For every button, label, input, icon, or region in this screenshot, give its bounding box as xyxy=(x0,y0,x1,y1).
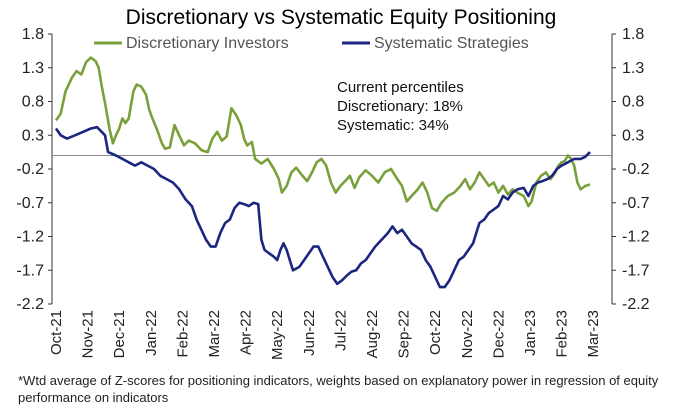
y-tick-label-left: -0.2 xyxy=(16,161,44,178)
series-line-discretionary xyxy=(54,56,591,213)
chart-axes: 1.8 1.8 1.3 1.3 0.8 0.8 0.3 0.3 -0.2 -0.2 -0.7 -0.7… xyxy=(16,26,649,360)
annotation-discretionary: Discretionary: 18% xyxy=(337,98,463,115)
x-tick-label: May-22 xyxy=(269,310,286,360)
chart-annotation: Current percentiles Discretionary: 18% S… xyxy=(337,79,464,134)
x-tick-label: Dec-21 xyxy=(111,310,128,358)
x-tick-label: Nov-21 xyxy=(80,310,97,358)
y-tick-label-right: 1.8 xyxy=(622,26,644,43)
x-tick-label: Jul-22 xyxy=(332,310,349,351)
annotation-systematic: Systematic: 34% xyxy=(337,117,449,134)
x-tick-label: Jan-22 xyxy=(143,310,160,356)
x-tick-label: Mar-22 xyxy=(206,310,223,358)
legend-label: Discretionary Investors xyxy=(126,35,289,52)
x-tick-label: Oct-21 xyxy=(48,310,65,355)
x-tick-label: Jun-22 xyxy=(301,310,318,356)
series-line-systematic xyxy=(54,125,591,289)
y-tick-label-right: 0.3 xyxy=(622,127,644,144)
x-tick-label: Apr-22 xyxy=(238,310,255,355)
y-tick-label-right: 0.8 xyxy=(622,94,644,111)
x-tick-label: Oct-22 xyxy=(427,310,444,355)
x-tick-label: Aug-22 xyxy=(364,310,381,358)
legend-label: Systematic Strategies xyxy=(374,35,529,52)
y-tick-label-left: -0.7 xyxy=(16,195,44,212)
y-tick-label-left: 1.3 xyxy=(22,60,44,77)
x-tick-label: Sep-22 xyxy=(396,310,413,358)
y-tick-label-right: -2.2 xyxy=(622,296,650,313)
x-tick-label: Feb-22 xyxy=(174,310,191,358)
y-tick-label-left: 0.8 xyxy=(22,94,44,111)
annotation-heading: Current percentiles xyxy=(337,79,464,96)
y-tick-label-right: -1.2 xyxy=(622,229,650,246)
y-tick-label-right: -0.2 xyxy=(622,161,650,178)
y-tick-label-left: -2.2 xyxy=(16,296,44,313)
x-tick-label: Feb-23 xyxy=(554,310,571,358)
chart-title: Discretionary vs Systematic Equity Posit… xyxy=(125,6,557,29)
y-tick-label-right: -0.7 xyxy=(622,195,650,212)
chart-series xyxy=(54,56,591,289)
y-tick-label-right: -1.7 xyxy=(622,262,650,279)
x-tick-label: Mar-23 xyxy=(585,310,602,358)
x-tick-label: Nov-22 xyxy=(459,310,476,358)
y-tick-label-left: 0.3 xyxy=(22,127,44,144)
y-tick-label-right: 1.3 xyxy=(622,60,644,77)
x-tick-label: Dec-22 xyxy=(490,310,507,358)
x-tick-label: Jan-23 xyxy=(522,310,539,356)
y-tick-label-left: -1.2 xyxy=(16,229,44,246)
y-tick-label-left: 1.8 xyxy=(22,26,44,43)
y-tick-label-left: -1.7 xyxy=(16,262,44,279)
footnote: *Wtd average of Z-scores for positioning… xyxy=(18,373,659,405)
chart-legend: Discretionary Investors Systematic Strate… xyxy=(94,35,529,52)
